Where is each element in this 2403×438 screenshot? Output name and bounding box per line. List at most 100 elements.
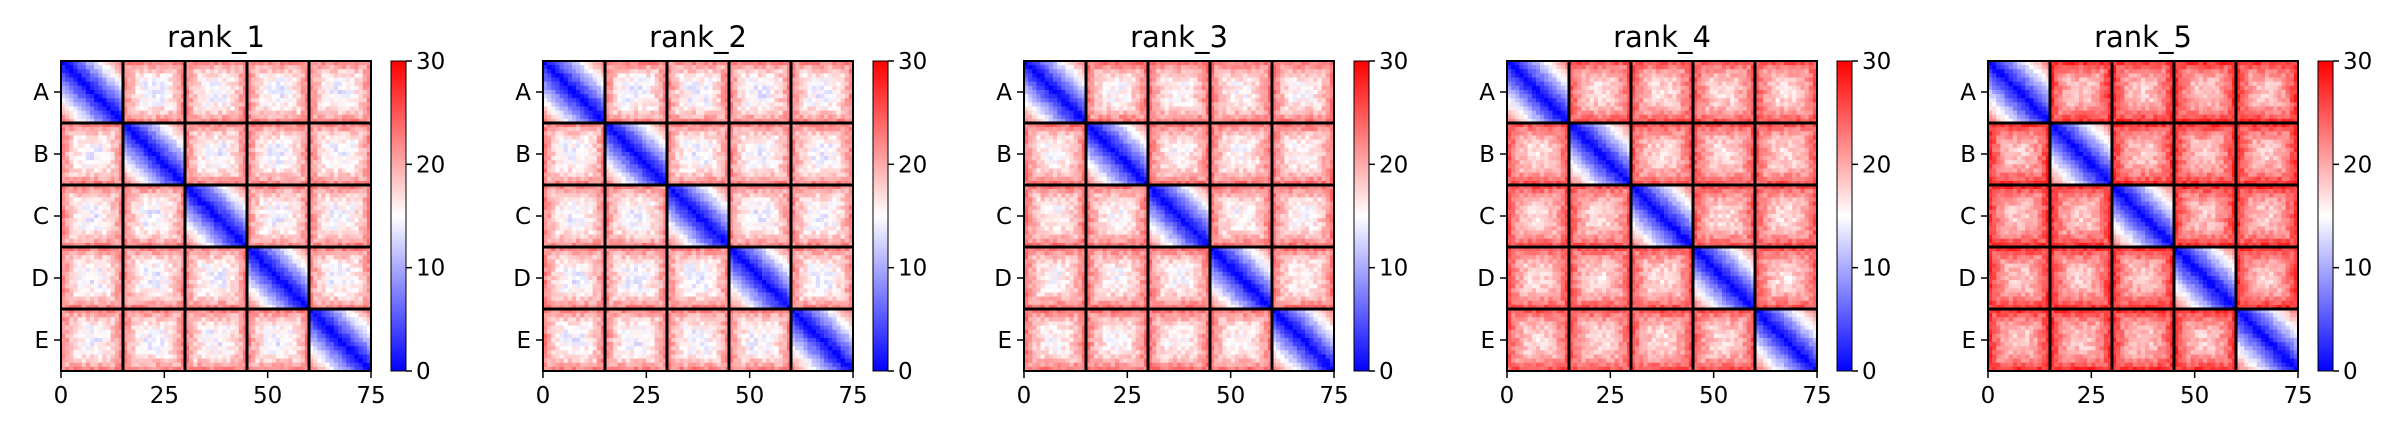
heatmap-cell: [168, 94, 172, 98]
heatmap-cell: [202, 90, 206, 94]
heatmap-cell: [189, 90, 193, 94]
heatmap-cell: [202, 82, 206, 86]
heatmap-cell: [73, 106, 77, 110]
heatmap-cell: [144, 78, 148, 82]
heatmap-cell: [334, 86, 338, 90]
heatmap-cell: [334, 111, 338, 115]
heatmap-cell: [359, 90, 363, 94]
heatmap-cell: [160, 82, 164, 86]
heatmap-cell: [342, 86, 346, 90]
heatmap-cell: [98, 82, 102, 86]
heatmap-cell: [197, 90, 201, 94]
heatmap-cell: [288, 94, 292, 98]
heatmap-cell: [276, 106, 280, 110]
heatmap-cell: [363, 82, 367, 86]
heatmap-cell: [115, 111, 119, 115]
heatmap-cell: [297, 102, 301, 106]
heatmap-cell: [251, 78, 255, 82]
heatmap-cell: [78, 86, 82, 90]
heatmap-cell: [206, 78, 210, 82]
heatmap-cell: [313, 98, 317, 102]
heatmap-cell: [160, 90, 164, 94]
heatmap-cell: [127, 90, 131, 94]
heatmap-cell: [350, 111, 354, 115]
heatmap-cell: [338, 69, 342, 73]
heatmap-cell: [140, 98, 144, 102]
heatmap-cell: [292, 98, 296, 102]
heatmap-cell: [255, 73, 259, 77]
heatmap-cell: [197, 115, 201, 119]
heatmap-cell: [193, 106, 197, 110]
heatmap-cell: [197, 78, 201, 82]
heatmap-cell: [239, 82, 243, 86]
heatmap-cell: [164, 86, 168, 90]
heatmap-cell: [152, 98, 156, 102]
heatmap-cell: [106, 90, 110, 94]
heatmap-cell: [235, 102, 239, 106]
heatmap-cell: [363, 90, 367, 94]
heatmap-cell: [346, 102, 350, 106]
heatmap-cell: [168, 98, 172, 102]
heatmap-cell: [338, 102, 342, 106]
heatmap-cell: [65, 73, 69, 77]
heatmap-cell: [354, 65, 358, 69]
heatmap-cell: [148, 94, 152, 98]
heatmap-cell: [214, 78, 218, 82]
heatmap-cell: [82, 86, 86, 90]
heatmap-cell: [259, 115, 263, 119]
heatmap-cell: [160, 111, 164, 115]
heatmap-cell: [284, 82, 288, 86]
heatmap-cell: [292, 65, 296, 69]
heatmap-cell: [189, 106, 193, 110]
heatmap-cell: [177, 65, 181, 69]
heatmap-cell: [218, 98, 222, 102]
heatmap-cell: [168, 65, 172, 69]
heatmap-cell: [197, 69, 201, 73]
heatmap-cell: [313, 111, 317, 115]
heatmap-cell: [177, 127, 181, 131]
heatmap-cell: [334, 73, 338, 77]
heatmap-cell: [78, 127, 82, 131]
heatmap-cell: [73, 90, 77, 94]
heatmap-cell: [326, 98, 330, 102]
heatmap-cell: [94, 106, 98, 110]
heatmap-cell: [98, 94, 102, 98]
heatmap-cell: [144, 69, 148, 73]
heatmap-cell: [317, 73, 321, 77]
heatmap-cell: [284, 106, 288, 110]
heatmap-cell: [160, 98, 164, 102]
heatmap-cell: [111, 82, 115, 86]
heatmap-cell: [90, 102, 94, 106]
heatmap-cell: [206, 69, 210, 73]
heatmap-cell: [78, 65, 82, 69]
heatmap-cell: [218, 78, 222, 82]
heatmap-cell: [127, 73, 131, 77]
heatmap-cell: [321, 82, 325, 86]
heatmap-cell: [354, 102, 358, 106]
heatmap-cell: [326, 106, 330, 110]
heatmap-cell: [106, 78, 110, 82]
heatmap-cell: [284, 98, 288, 102]
heatmap-cell: [330, 102, 334, 106]
heatmap-cell: [251, 111, 255, 115]
heatmap-cell: [73, 94, 77, 98]
heatmap-cell: [317, 69, 321, 73]
heatmap-cell: [272, 78, 276, 82]
heatmap-cell: [144, 82, 148, 86]
heatmap-cell: [135, 90, 139, 94]
heatmap-cell: [140, 106, 144, 110]
heatmap-cell: [127, 115, 131, 119]
heatmap-cell: [111, 73, 115, 77]
heatmap-cell: [226, 115, 230, 119]
heatmap-cell: [317, 78, 321, 82]
heatmap-cell: [272, 82, 276, 86]
heatmap-cell: [102, 111, 106, 115]
heatmap-cell: [297, 94, 301, 98]
heatmap-cell: [106, 94, 110, 98]
heatmap-cell: [111, 127, 115, 131]
heatmap-cell: [127, 78, 131, 82]
heatmap-cell: [301, 82, 305, 86]
heatmap-cell: [235, 86, 239, 90]
heatmap-cell: [222, 102, 226, 106]
heatmap-cell: [346, 111, 350, 115]
